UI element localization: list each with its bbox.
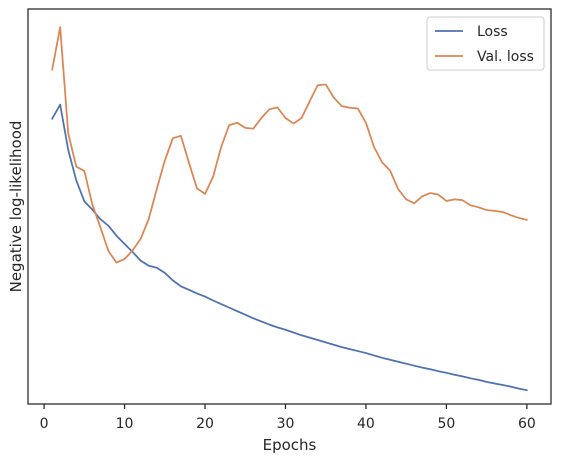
y-axis-title: Negative log-likelihood	[7, 121, 25, 293]
legend: Loss Val. loss	[426, 16, 545, 71]
series-lines	[51, 26, 528, 392]
x-tick-label-20: 20	[196, 416, 214, 432]
x-tick-label-40: 40	[357, 416, 375, 432]
x-axis-title: Epochs	[263, 436, 317, 454]
legend-label-loss: Loss	[477, 24, 508, 40]
series-line-val-loss	[51, 26, 528, 264]
legend-label-val-loss: Val. loss	[477, 49, 534, 65]
x-tick-label-30: 30	[277, 416, 295, 432]
x-axis-ticks: 0 10 20 30 40 50 60	[40, 404, 536, 432]
x-tick-label-0: 0	[40, 416, 49, 432]
x-tick-label-10: 10	[116, 416, 134, 432]
x-tick-label-50: 50	[437, 416, 455, 432]
x-tick-label-60: 60	[518, 416, 536, 432]
plot-area	[27, 8, 552, 405]
